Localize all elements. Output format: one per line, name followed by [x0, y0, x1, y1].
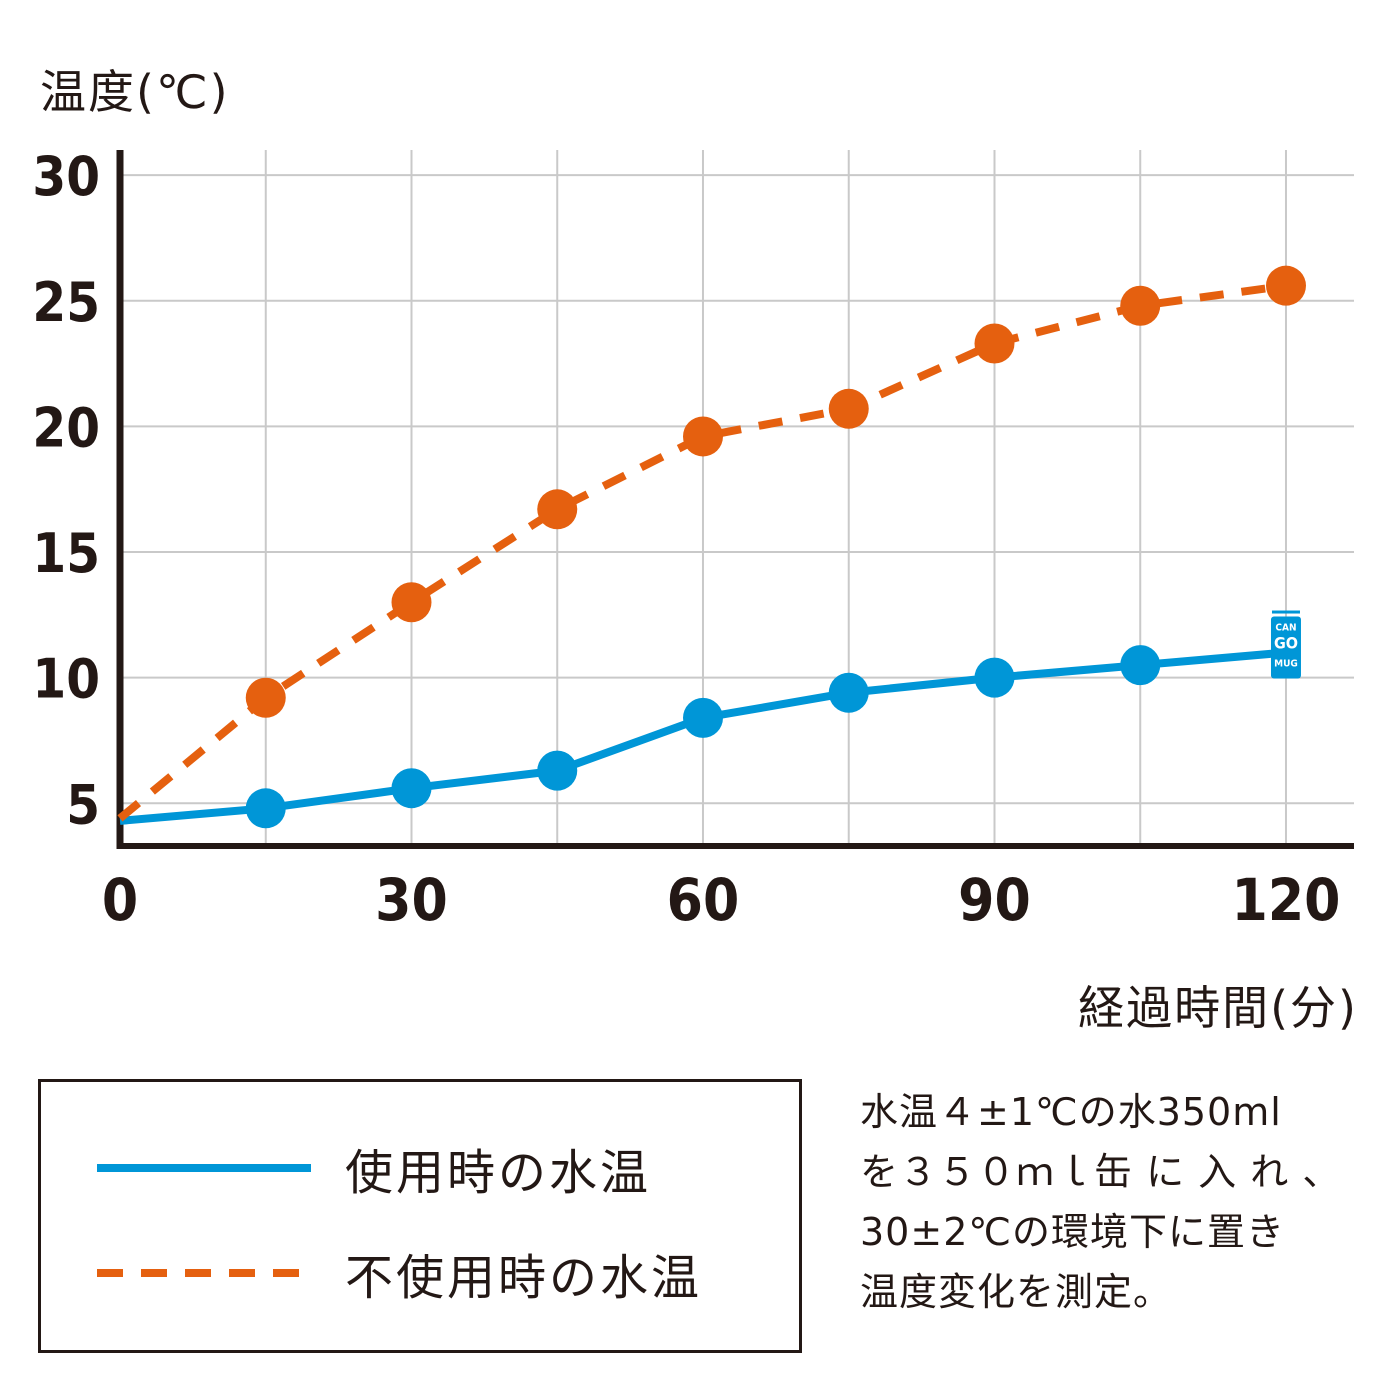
x-axis-label: 経過時間(分)	[1078, 981, 1358, 1035]
legend-solid-line-swatch	[97, 1164, 311, 1172]
data-point	[682, 697, 723, 738]
data-point	[537, 750, 578, 791]
note-line: 30±2℃の環境下に置き	[860, 1210, 1286, 1254]
y-tick-label: 20	[32, 396, 100, 459]
can-icon-text: MUG	[1274, 659, 1298, 670]
data-point	[1120, 285, 1161, 326]
legend-dashed-line-swatch	[97, 1269, 311, 1277]
grid	[120, 150, 1354, 846]
data-point	[828, 672, 869, 713]
data-point	[1265, 265, 1306, 306]
data-point	[974, 323, 1015, 364]
y-tick-label: 30	[32, 145, 100, 208]
data-point	[391, 768, 432, 809]
legend-item-used: 使用時の水温	[97, 1138, 651, 1201]
x-tick-label: 120	[1232, 866, 1341, 934]
data-point	[537, 489, 578, 530]
can-icon-text: CAN	[1275, 623, 1296, 634]
data-point	[391, 582, 432, 623]
note-line: 水温４±1℃の水350ml	[860, 1090, 1282, 1134]
series-line	[117, 281, 1287, 822]
y-tick-label: 25	[32, 271, 100, 334]
data-point	[828, 388, 869, 429]
series-unused	[117, 265, 1306, 822]
data-point	[682, 416, 723, 457]
x-tick-label: 90	[958, 866, 1031, 934]
data-point	[974, 657, 1015, 698]
note-line: を３５０ｍｌ缶 に 入 れ 、	[860, 1150, 1342, 1194]
data-point	[1120, 645, 1161, 686]
note-line: 温度変化を測定。	[860, 1270, 1173, 1314]
y-axis-label: 温度(℃)	[40, 65, 230, 119]
x-tick-label: 60	[667, 866, 740, 934]
can-icon-text: GO	[1274, 634, 1298, 653]
can-body	[1270, 616, 1301, 679]
data-point	[245, 677, 286, 718]
x-tick-label: 30	[375, 866, 448, 934]
legend-item-unused: 不使用時の水温	[97, 1243, 702, 1306]
data-point	[245, 788, 286, 829]
y-tick-label: 15	[32, 522, 100, 585]
x-tick-label: 0	[102, 866, 138, 934]
legend-label-used: 使用時の水温	[345, 1145, 652, 1201]
can-rim	[1271, 610, 1300, 614]
series-used	[119, 645, 1287, 829]
legend: 使用時の水温 不使用時の水温	[38, 1079, 802, 1353]
legend-label-unused: 不使用時の水温	[345, 1250, 703, 1306]
measurement-note: 水温４±1℃の水350ml を３５０ｍｌ缶 に 入 れ 、 30±2℃の環境下に…	[860, 1082, 1360, 1322]
y-tick-label: 5	[66, 773, 100, 836]
y-tick-label: 10	[32, 648, 100, 711]
